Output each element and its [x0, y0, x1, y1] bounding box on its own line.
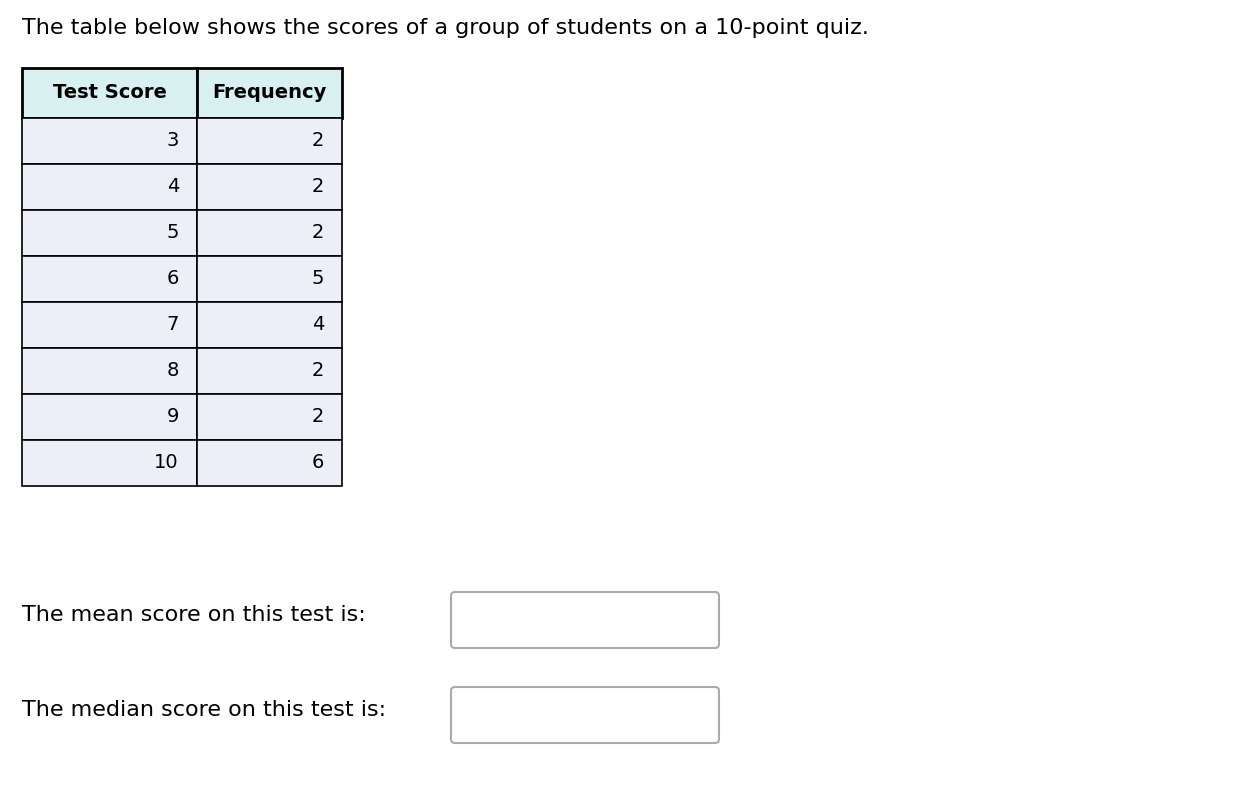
Text: 2: 2: [312, 132, 324, 151]
Text: 4: 4: [312, 315, 324, 334]
Text: Frequency: Frequency: [212, 84, 327, 102]
Text: 2: 2: [312, 177, 324, 196]
Bar: [197, 302, 342, 348]
Bar: [22, 164, 197, 210]
Bar: [197, 256, 342, 302]
Bar: [22, 348, 197, 394]
FancyBboxPatch shape: [451, 592, 719, 648]
FancyBboxPatch shape: [451, 687, 719, 743]
Bar: [197, 440, 342, 486]
Bar: [197, 164, 342, 210]
Text: 9: 9: [166, 408, 179, 426]
Text: 2: 2: [312, 361, 324, 381]
Text: 2: 2: [312, 408, 324, 426]
Bar: [22, 440, 197, 486]
Bar: [197, 210, 342, 256]
Bar: [197, 68, 342, 118]
Bar: [22, 118, 197, 164]
Text: The mean score on this test is:: The mean score on this test is:: [22, 605, 365, 625]
Bar: [22, 302, 197, 348]
Bar: [22, 256, 197, 302]
Bar: [22, 68, 197, 118]
Bar: [197, 348, 342, 394]
Text: 5: 5: [166, 223, 179, 243]
Bar: [197, 118, 342, 164]
Bar: [22, 394, 197, 440]
Text: 3: 3: [166, 132, 179, 151]
Bar: [22, 210, 197, 256]
Text: 8: 8: [166, 361, 179, 381]
Text: 4: 4: [166, 177, 179, 196]
Text: 7: 7: [166, 315, 179, 334]
Text: 6: 6: [166, 270, 179, 289]
Text: 6: 6: [312, 453, 324, 472]
Text: The table below shows the scores of a group of students on a 10-point quiz.: The table below shows the scores of a gr…: [22, 18, 869, 38]
Text: The median score on this test is:: The median score on this test is:: [22, 700, 386, 720]
Bar: [197, 394, 342, 440]
Text: 2: 2: [312, 223, 324, 243]
Text: 5: 5: [312, 270, 324, 289]
Text: 10: 10: [154, 453, 179, 472]
Text: Test Score: Test Score: [52, 84, 166, 102]
